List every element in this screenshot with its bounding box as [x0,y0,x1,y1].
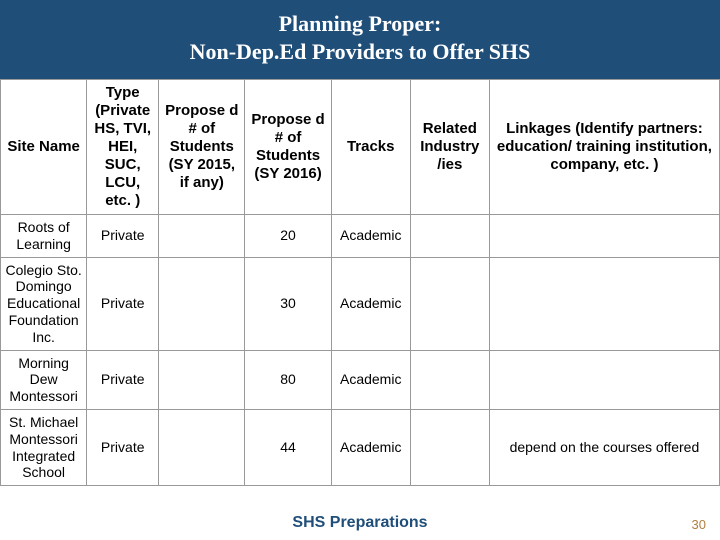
table-cell [410,350,489,409]
page-number: 30 [692,517,706,532]
table-cell [159,350,245,409]
title-line1: Planning Proper: [279,11,442,36]
table-cell [159,409,245,485]
table-cell: St. Michael Montessori Integrated School [1,409,87,485]
table-cell [489,257,719,350]
header-students-2015: Propose d # of Students (SY 2015, if any… [159,80,245,215]
table-cell: Colegio Sto. Domingo Educational Foundat… [1,257,87,350]
header-students-2016: Propose d # of Students (SY 2016) [245,80,331,215]
table-cell [410,257,489,350]
table-cell: Private [87,257,159,350]
table-cell [410,409,489,485]
table-cell: Academic [331,409,410,485]
table-row: St. Michael Montessori Integrated School… [1,409,720,485]
table-cell: Roots of Learning [1,215,87,258]
table-cell: 30 [245,257,331,350]
table-cell: Morning Dew Montessori [1,350,87,409]
table-cell: Private [87,350,159,409]
table-header-row: Site Name Type (Private HS, TVI, HEI, SU… [1,80,720,215]
table-cell: Academic [331,350,410,409]
header-site-name: Site Name [1,80,87,215]
table-cell: Private [87,215,159,258]
table-cell [159,215,245,258]
table-cell: 80 [245,350,331,409]
footer-text: SHS Preparations [0,514,720,532]
table-cell: Academic [331,257,410,350]
header-tracks: Tracks [331,80,410,215]
table-cell: Private [87,409,159,485]
title-line2: Non-Dep.Ed Providers to Offer SHS [190,39,531,64]
table-row: Roots of LearningPrivate 20Academic [1,215,720,258]
header-type: Type (Private HS, TVI, HEI, SUC, LCU, et… [87,80,159,215]
table-row: Colegio Sto. Domingo Educational Foundat… [1,257,720,350]
table-cell [410,215,489,258]
table-cell [489,350,719,409]
table-row: Morning Dew MontessoriPrivate 80Academic [1,350,720,409]
table-cell [489,215,719,258]
header-linkages: Linkages (Identify partners: education/ … [489,80,719,215]
table-cell: 44 [245,409,331,485]
table-cell: Academic [331,215,410,258]
slide-title: Planning Proper: Non-Dep.Ed Providers to… [0,0,720,79]
table-cell: 20 [245,215,331,258]
table-cell [159,257,245,350]
header-industry: Related Industry /ies [410,80,489,215]
table-cell: depend on the courses offered [489,409,719,485]
providers-table: Site Name Type (Private HS, TVI, HEI, SU… [0,79,720,486]
